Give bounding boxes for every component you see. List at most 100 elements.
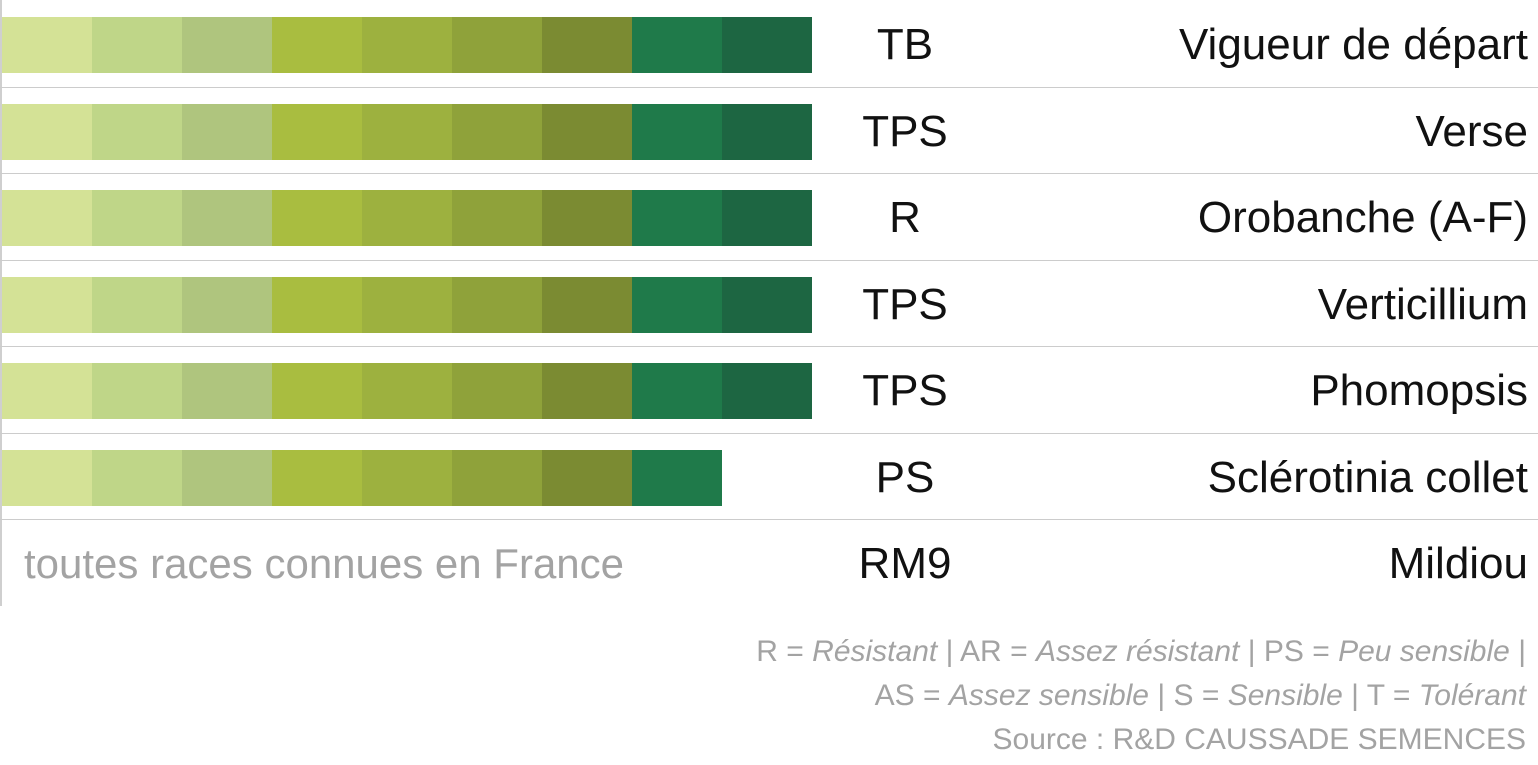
bar-segment	[542, 104, 632, 160]
bar-segment	[2, 277, 92, 333]
legend-code-r: R	[756, 635, 778, 668]
rating-label: TPS	[862, 366, 948, 415]
bar-segment	[542, 363, 632, 419]
bar-segment	[2, 363, 92, 419]
row-mildiou: toutes races connues en France RM9 Mildiou	[0, 519, 1538, 605]
row-divider	[0, 173, 1538, 174]
bar-segment	[272, 190, 362, 246]
bar-segment	[722, 17, 812, 73]
bar-segment	[632, 363, 722, 419]
bar-segment	[542, 277, 632, 333]
legend-meaning-r: Résistant	[812, 635, 938, 668]
row-vigueur-de-depart: TB Vigueur de départ	[0, 0, 1538, 86]
legend-code-s: S	[1173, 679, 1194, 712]
legend-code-ar: AR	[960, 635, 1002, 668]
bar-segment	[632, 17, 722, 73]
legend-meaning-as: Assez sensible	[948, 679, 1149, 712]
legend-meaning-t: Tolérant	[1418, 679, 1526, 712]
bar-segment	[452, 277, 542, 333]
criterion-label: Vigueur de départ	[1178, 20, 1528, 69]
row-divider	[0, 260, 1538, 261]
bar-segment	[362, 450, 452, 506]
bar-segment	[182, 104, 272, 160]
bar-segment	[2, 450, 92, 506]
row-orobanche-a-f: R Orobanche (A-F)	[0, 173, 1538, 259]
rating-label: R	[889, 193, 921, 242]
bar-segment	[92, 104, 182, 160]
legend-meaning-ar: Assez résistant	[1035, 635, 1240, 668]
bar-segment	[542, 190, 632, 246]
bar-segment	[542, 450, 632, 506]
legend: R = Résistant | AR = Assez résistant | P…	[756, 630, 1526, 762]
bar-segment	[272, 17, 362, 73]
bar-segment	[722, 190, 812, 246]
source-credit: Source : R&D CAUSSADE SEMENCES	[992, 723, 1526, 756]
bar-segment	[722, 104, 812, 160]
legend-line-1: R = Résistant | AR = Assez résistant | P…	[756, 635, 1526, 668]
bar-segment	[92, 277, 182, 333]
bar-segment	[362, 277, 452, 333]
bar-segment	[182, 450, 272, 506]
bar-segment	[2, 190, 92, 246]
bar-segment	[272, 363, 362, 419]
row-sclerotinia-collet: PS Sclérotinia collet	[0, 433, 1538, 519]
bar-segment	[452, 190, 542, 246]
legend-line-2: AS = Assez sensible | S = Sensible | T =…	[874, 679, 1526, 712]
rating-label: TPS	[862, 107, 948, 156]
bar-vigueur-de-depart	[2, 17, 812, 73]
bar-segment	[182, 277, 272, 333]
criterion-label: Sclérotinia collet	[1207, 453, 1528, 502]
bar-segment	[452, 104, 542, 160]
bar-segment	[92, 190, 182, 246]
legend-meaning-ps: Peu sensible	[1338, 635, 1510, 668]
bar-segment	[542, 17, 632, 73]
bar-segment	[722, 277, 812, 333]
bar-segment	[362, 190, 452, 246]
legend-meaning-s: Sensible	[1227, 679, 1343, 712]
bar-segment	[452, 17, 542, 73]
legend-code-as: AS	[874, 679, 915, 712]
bar-segment	[182, 17, 272, 73]
bar-segment	[92, 17, 182, 73]
row-divider	[0, 519, 1538, 520]
bar-segment	[632, 104, 722, 160]
row-divider	[0, 87, 1538, 88]
bar-segment	[2, 17, 92, 73]
bar-segment	[632, 277, 722, 333]
legend-code-t: T	[1366, 679, 1385, 712]
bar-verticillium	[2, 277, 812, 333]
bar-orobanche-a-f	[2, 190, 812, 246]
rating-label: TPS	[862, 280, 948, 329]
bar-phomopsis	[2, 363, 812, 419]
bar-segment	[632, 450, 722, 506]
bar-segment	[92, 363, 182, 419]
bar-segment	[272, 277, 362, 333]
bar-segment	[722, 363, 812, 419]
bar-segment	[452, 363, 542, 419]
rating-label: RM9	[858, 539, 952, 588]
bar-segment	[182, 363, 272, 419]
legend-code-ps: PS	[1263, 635, 1304, 668]
bar-segment	[362, 104, 452, 160]
bar-segment	[2, 104, 92, 160]
bar-segment	[362, 17, 452, 73]
row-verticillium: TPS Verticillium	[0, 260, 1538, 346]
bar-segment	[362, 363, 452, 419]
row-phomopsis: TPS Phomopsis	[0, 346, 1538, 432]
row-verse: TPS Verse	[0, 87, 1538, 173]
left-axis-line	[0, 0, 2, 606]
criterion-label: Phomopsis	[1310, 366, 1528, 415]
bar-segment	[92, 450, 182, 506]
criterion-label: Orobanche (A-F)	[1197, 193, 1528, 242]
bar-segment	[452, 450, 542, 506]
criterion-label: Verticillium	[1317, 280, 1528, 329]
row-note: toutes races connues en France	[24, 540, 625, 587]
bar-segment	[632, 190, 722, 246]
criterion-label: Verse	[1415, 107, 1528, 156]
row-divider	[0, 346, 1538, 347]
criterion-label: Mildiou	[1388, 539, 1528, 588]
rating-label: PS	[875, 453, 935, 502]
rating-chart: TB Vigueur de départ TPS Verse R Orobanche (A…	[0, 0, 1538, 606]
bar-segment	[272, 104, 362, 160]
bar-segment	[182, 190, 272, 246]
